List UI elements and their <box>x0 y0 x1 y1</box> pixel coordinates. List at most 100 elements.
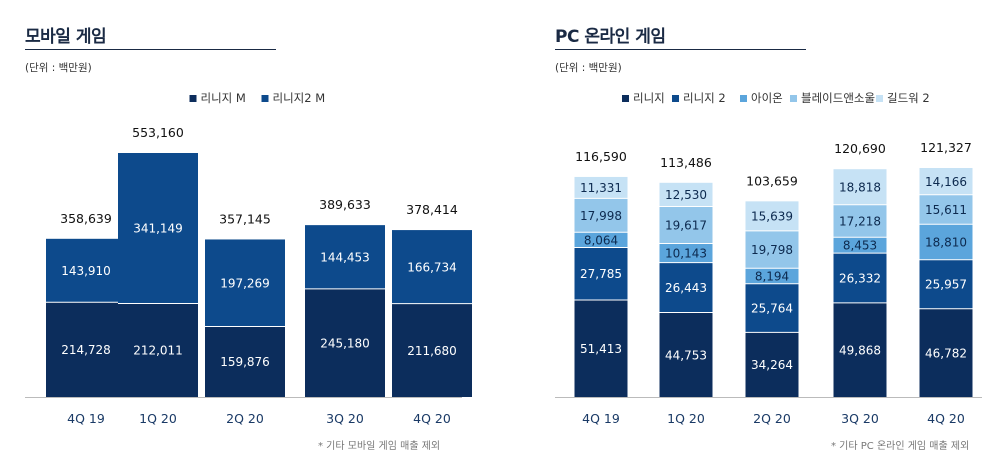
pc-data-label-1-4: 12,530 <box>665 188 707 202</box>
mobile-unit-label: (단위 : 백만원) <box>25 62 92 74</box>
pc-total-label-2: 103,659 <box>746 173 798 188</box>
pc-bar-3-3 <box>833 204 887 238</box>
mobile-x-tick-4: 4Q 20 <box>413 411 451 426</box>
pc-data-label-4-2: 18,810 <box>925 235 967 249</box>
mobile-bar-4-1 <box>392 230 472 304</box>
pc-x-tick-2: 2Q 20 <box>753 411 791 426</box>
pc-data-label-4-3: 15,611 <box>925 203 967 217</box>
pc-stacked-bar-chart: 리니지 리니지 2 아이온 블레이드앤소울 길드워 2 51,413 27,785 8,064… <box>555 91 982 426</box>
pc-bar-4-2 <box>919 224 973 260</box>
mobile-bar-2-0 <box>205 326 285 397</box>
mobile-bar-2-1 <box>205 239 285 327</box>
pc-bar-2-0 <box>745 332 799 397</box>
pc-data-label-3-1: 26,332 <box>839 272 881 286</box>
pc-legend-label-0: 리니지 <box>633 91 665 105</box>
pc-bar-2-3 <box>745 230 799 269</box>
pc-bar-2-4 <box>745 201 799 231</box>
pc-total-label-0: 116,590 <box>575 149 627 164</box>
pc-bar-4-3 <box>919 194 973 225</box>
pc-x-tick-1: 1Q 20 <box>667 411 705 426</box>
pc-legend-swatch-3 <box>790 95 797 102</box>
pc-x-tick-4: 4Q 20 <box>927 411 965 426</box>
pc-bar-3-2 <box>833 237 887 254</box>
pc-bar-1-1 <box>659 262 713 313</box>
pc-bar-0-1 <box>574 247 628 300</box>
pc-bar-1-4 <box>659 182 713 207</box>
mobile-total-label-4: 378,414 <box>406 202 458 217</box>
pc-data-label-2-0: 34,264 <box>751 358 793 372</box>
mobile-x-tick-2: 2Q 20 <box>226 411 264 426</box>
mobile-data-label-2-1: 197,269 <box>220 276 270 290</box>
pc-bar-4-0 <box>919 308 973 397</box>
pc-legend-label-3: 블레이드앤소울 <box>801 91 875 105</box>
pc-legend-label-4: 길드워 2 <box>887 91 930 105</box>
mobile-legend-label-0: 리니지 M <box>201 91 246 105</box>
pc-bar-3-0 <box>833 302 887 397</box>
pc-bar-3-4 <box>833 169 887 205</box>
pc-title-rule <box>555 49 806 50</box>
pc-data-label-2-1: 25,764 <box>751 302 793 316</box>
pc-data-label-1-1: 26,443 <box>665 281 707 295</box>
mobile-x-tick-1: 1Q 20 <box>139 411 177 426</box>
mobile-bar-0-0 <box>46 302 126 397</box>
mobile-total-label-1: 553,160 <box>132 125 184 140</box>
mobile-bar-1-1 <box>118 153 198 304</box>
pc-legend-swatch-4 <box>876 95 883 102</box>
pc-legend-label-2: 아이온 <box>751 91 783 105</box>
mobile-total-label-0: 358,639 <box>60 211 112 226</box>
mobile-data-label-3-0: 245,180 <box>320 336 370 350</box>
pc-chart-title: PC 온라인 게임 <box>555 27 666 47</box>
mobile-data-label-0-1: 143,910 <box>61 264 111 278</box>
mobile-bar-3-0 <box>305 288 385 397</box>
pc-data-label-1-0: 44,753 <box>665 348 707 362</box>
pc-total-label-4: 121,327 <box>920 140 972 155</box>
mobile-data-label-1-1: 341,149 <box>133 222 183 236</box>
pc-data-label-4-0: 46,782 <box>925 346 967 360</box>
pc-bar-0-4 <box>574 176 628 199</box>
pc-data-label-4-1: 25,957 <box>925 278 967 292</box>
pc-data-label-3-2: 8,453 <box>843 239 877 253</box>
pc-data-label-3-4: 18,818 <box>839 180 881 194</box>
pc-data-label-0-4: 11,331 <box>580 181 622 195</box>
pc-legend-swatch-2 <box>740 95 747 102</box>
pc-data-label-4-4: 14,166 <box>925 175 967 189</box>
pc-bar-1-3 <box>659 206 713 244</box>
mobile-footnote: * 기타 모바일 게임 매출 제외 <box>318 441 441 452</box>
pc-footnote: * 기타 PC 온라인 게임 매출 제외 <box>831 441 970 452</box>
mobile-bar-0-1 <box>46 238 126 303</box>
mobile-legend-swatch-1 <box>261 95 269 102</box>
mobile-total-label-2: 357,145 <box>219 211 271 226</box>
pc-unit-label: (단위 : 백만원) <box>555 62 622 74</box>
pc-data-label-1-2: 10,143 <box>665 247 707 261</box>
mobile-data-label-4-1: 166,734 <box>407 260 457 274</box>
mobile-data-label-0-0: 214,728 <box>61 343 111 357</box>
pc-bar-1-2 <box>659 243 713 263</box>
pc-legend-swatch-0 <box>622 95 629 102</box>
pc-total-label-1: 113,486 <box>660 155 712 170</box>
pc-data-label-3-0: 49,868 <box>839 343 881 357</box>
mobile-data-label-1-0: 212,011 <box>133 344 183 358</box>
pc-x-tick-0: 4Q 19 <box>582 411 620 426</box>
mobile-title-rule <box>25 49 276 50</box>
pc-data-label-0-2: 8,064 <box>584 233 618 247</box>
pc-data-label-3-3: 17,218 <box>839 214 881 228</box>
pc-bar-0-3 <box>574 198 628 233</box>
pc-legend-label-1: 리니지 2 <box>683 91 726 105</box>
mobile-data-label-4-0: 211,680 <box>407 344 457 358</box>
pc-data-label-2-2: 8,194 <box>755 269 789 283</box>
mobile-stacked-bar-chart: 리니지 M 리니지2 M 214,728 143,910 358,639 4Q 19 212… <box>25 91 472 426</box>
pc-bar-1-0 <box>659 312 713 397</box>
pc-data-label-0-1: 27,785 <box>580 267 622 281</box>
mobile-data-label-2-0: 159,876 <box>220 355 270 369</box>
pc-bar-0-2 <box>574 232 628 248</box>
pc-bar-2-1 <box>745 283 799 333</box>
pc-bar-4-4 <box>919 168 973 195</box>
mobile-bar-1-0 <box>118 303 198 397</box>
pc-data-label-2-3: 19,798 <box>751 243 793 257</box>
mobile-bar-4-0 <box>392 303 472 397</box>
pc-bar-0-0 <box>574 299 628 397</box>
pc-bar-3-1 <box>833 253 887 303</box>
pc-data-label-1-3: 19,617 <box>665 218 707 232</box>
mobile-game-panel: 모바일 게임 (단위 : 백만원) 리니지 M 리니지2 M 214,728 143,… <box>0 0 490 457</box>
mobile-bar-3-1 <box>305 225 385 289</box>
